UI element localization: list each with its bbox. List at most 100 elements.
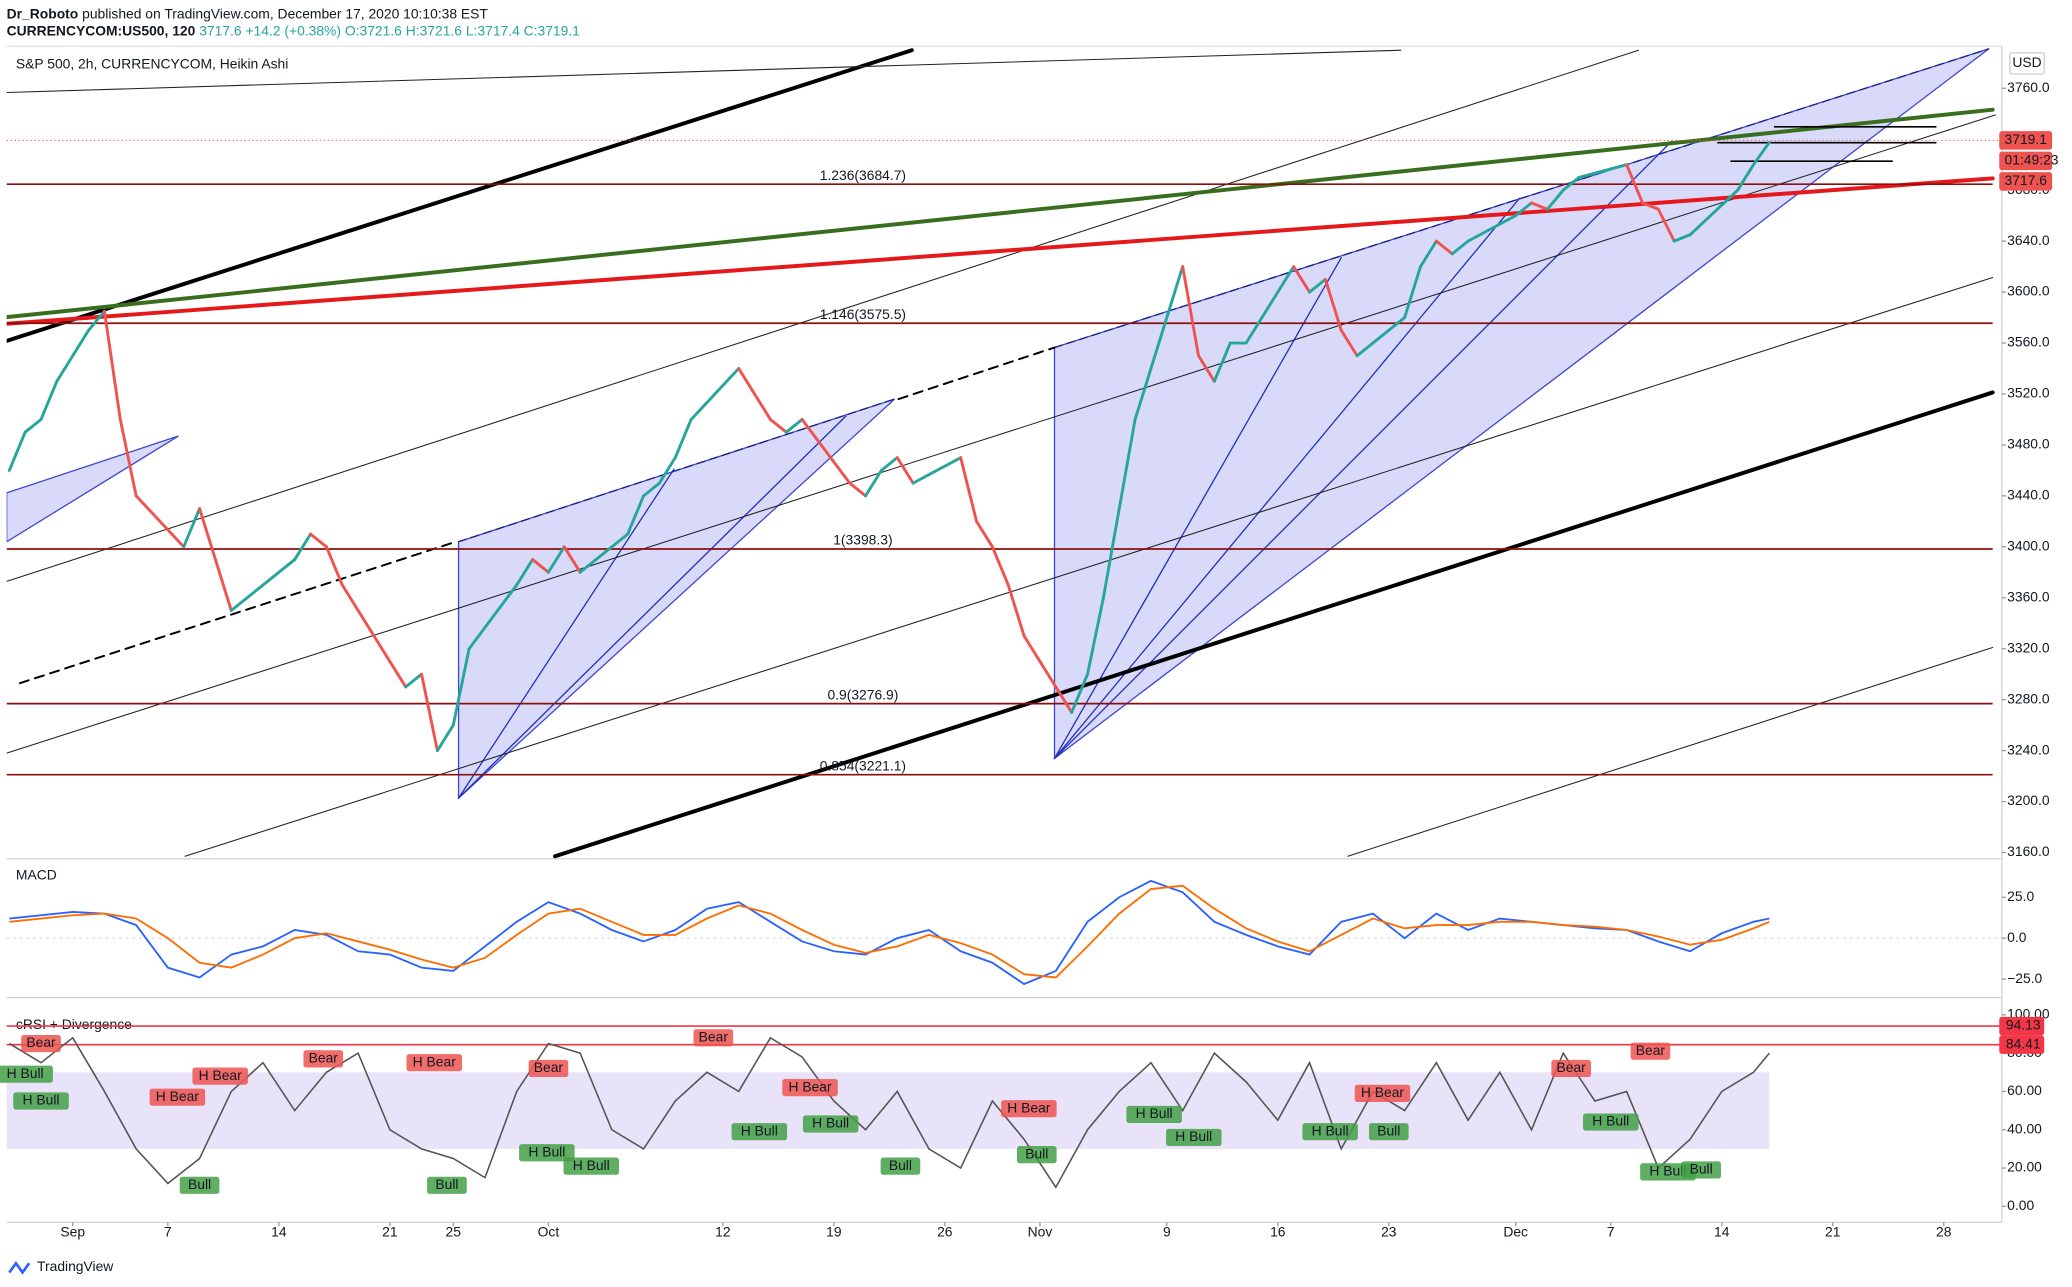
price-segment (1466, 214, 1518, 243)
price-segment (1403, 265, 1422, 320)
price-segment (1419, 239, 1438, 269)
price-segment (309, 532, 328, 549)
fib-label: 1.236(3684.7) (820, 167, 906, 183)
x-tick-label: 16 (1270, 1223, 1286, 1239)
y-tick-label: 3600.0 (2007, 283, 2050, 299)
y-tick-label: 60.00 (2007, 1082, 2042, 1098)
price-segment (118, 417, 138, 498)
price-segment (420, 672, 439, 753)
y-tick-label: 3640.0 (2007, 232, 2050, 248)
signal-tag (1583, 1113, 1639, 1131)
y-tick-label: −25.0 (2007, 970, 2042, 986)
channel-line (184, 276, 1994, 857)
signal-label: Bear (309, 1050, 339, 1066)
signal-label: Bull (889, 1157, 912, 1173)
x-tick-label: Sep (60, 1223, 85, 1239)
price-segment (562, 545, 582, 574)
ohlc: O:3721.6 H:3721.6 L:3717.4 C:3719.1 (345, 22, 580, 38)
signal-tag (1630, 1042, 1671, 1060)
price-segment (515, 558, 535, 587)
footer-logo (8, 1260, 31, 1275)
price-segment (467, 583, 519, 651)
published: published on TradingView.com, December 1… (82, 5, 488, 21)
signal-tag (406, 1054, 463, 1072)
price-segment (753, 392, 772, 421)
signal-tag (1368, 1123, 1409, 1141)
signal-tag (1551, 1059, 1591, 1078)
signal-tag (1126, 1105, 1182, 1124)
signal-tag (0, 1065, 53, 1083)
crsi-line (8, 1036, 1770, 1189)
trend-line (6, 176, 1995, 326)
y-tick-label: 3480.0 (2007, 436, 2050, 452)
price-segment (689, 367, 741, 421)
x-tick-label: Dec (1503, 1223, 1528, 1239)
trend-line (6, 107, 1995, 320)
signal-label: Bear (26, 1034, 56, 1050)
price-segment (1514, 201, 1533, 218)
signal-label: Bear (534, 1059, 564, 1075)
price-segment (1561, 175, 1581, 192)
price-segment (1292, 265, 1311, 294)
price-segment (1577, 163, 1629, 179)
price-segment (737, 367, 757, 396)
x-tick-label: 7 (1607, 1223, 1615, 1239)
price-segment (1688, 188, 1740, 237)
signal-label: Bull (188, 1176, 211, 1192)
price-segment (1545, 188, 1565, 211)
price-segment (1450, 239, 1470, 256)
y-tick-label: 25.0 (2007, 888, 2034, 904)
price-segment (1434, 239, 1454, 256)
signal-tag (693, 1029, 734, 1047)
signal-label: H Bear (1361, 1084, 1405, 1100)
price-segment (673, 417, 693, 460)
fan-line (457, 468, 675, 799)
level-tag (1999, 1016, 2045, 1036)
price-segment (87, 309, 106, 332)
footer: TradingView (37, 1258, 114, 1274)
price-segment (340, 583, 360, 612)
signal-label: H Bull (1136, 1105, 1173, 1121)
author: Dr_Roboto (7, 5, 79, 21)
signal-label: Bear (699, 1028, 729, 1044)
price-segment (55, 354, 75, 383)
price-segment (642, 481, 661, 498)
channel-line (6, 48, 914, 343)
macd-line (9, 884, 1770, 979)
x-tick-label: 21 (382, 1223, 398, 1239)
y-tick-label: 3760.0 (2007, 79, 2050, 95)
signal-tag (731, 1123, 788, 1141)
price-segment (531, 558, 550, 574)
signal-tag (1016, 1146, 1057, 1164)
price-segment (229, 596, 249, 612)
price-segment (71, 328, 91, 358)
price-segment (1355, 316, 1407, 358)
price-tag-label: 3719.1 (2005, 131, 2048, 147)
price-tag (1999, 172, 2053, 191)
x-tick-label: 14 (271, 1223, 287, 1239)
price-segment (1070, 672, 1089, 714)
x-tick-label: 19 (826, 1223, 842, 1239)
price-segment (864, 468, 883, 498)
price-segment (23, 417, 43, 434)
signal-tag (1681, 1161, 1721, 1179)
band (6, 1072, 1770, 1149)
price-tag-label: 01:49:23 (2005, 152, 2059, 168)
signal-label: Bull (1377, 1122, 1400, 1138)
signal-label: H Bear (199, 1067, 243, 1083)
price-segment (451, 647, 471, 727)
price-segment (1197, 354, 1216, 383)
wedge (6, 435, 179, 543)
symbol: CURRENCYCOM:US500, 120 (7, 22, 196, 38)
price-segment (1006, 583, 1026, 638)
level-tag-label: 94.13 (2006, 1017, 2041, 1033)
price-segment (800, 417, 852, 485)
channel-line (6, 49, 1640, 582)
y-tick-label: 3240.0 (2007, 741, 2050, 757)
price-segment (1641, 201, 1660, 211)
fib-label: 1.146(3575.5) (820, 306, 906, 322)
price-segment (102, 309, 122, 421)
signal-tag (13, 1092, 69, 1110)
dashed-line (1053, 48, 1990, 349)
